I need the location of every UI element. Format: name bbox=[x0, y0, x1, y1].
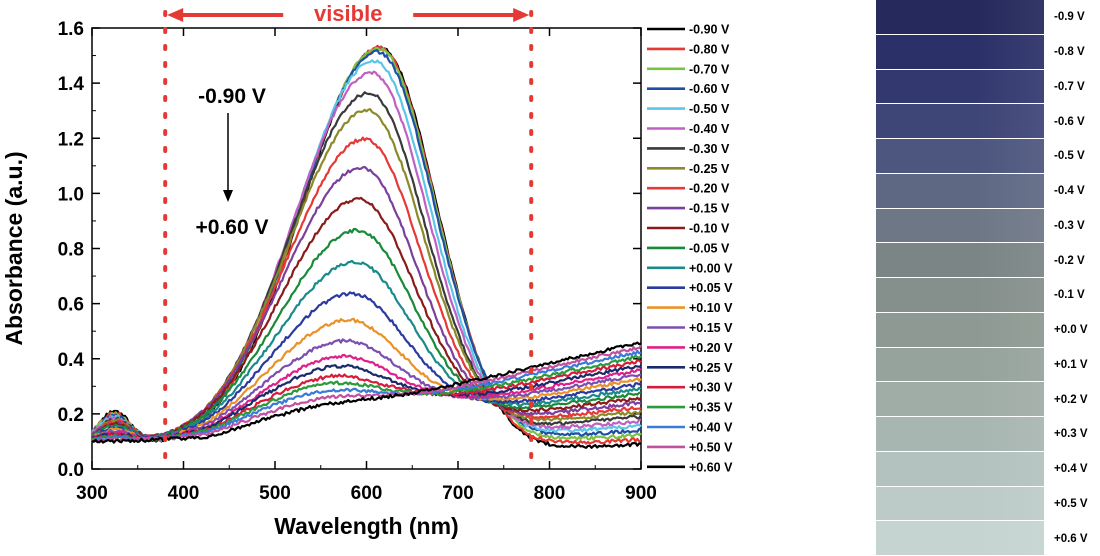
x-tick-label: 300 bbox=[76, 483, 108, 504]
legend-entry: -0.25 V bbox=[689, 162, 730, 176]
swatch-label: -0.8 V bbox=[1054, 46, 1085, 59]
color-swatch bbox=[876, 486, 1044, 522]
color-swatch bbox=[876, 451, 1044, 487]
annotation-start: -0.90 V bbox=[198, 85, 266, 108]
swatch-label: +0.3 V bbox=[1054, 428, 1088, 441]
y-tick-label: 1.2 bbox=[58, 129, 84, 150]
visible-label: visible bbox=[314, 1, 382, 26]
series-line bbox=[91, 349, 642, 442]
x-tick-label: 600 bbox=[351, 483, 383, 504]
y-tick-label: 1.0 bbox=[58, 184, 84, 205]
swatch-label: +0.2 V bbox=[1054, 393, 1088, 406]
legend-entry: -0.80 V bbox=[689, 42, 730, 56]
swatch-label: +0.5 V bbox=[1054, 497, 1088, 510]
legend-entry: -0.90 V bbox=[689, 23, 730, 37]
legend-entry: +0.10 V bbox=[689, 301, 733, 315]
series-line bbox=[91, 227, 642, 440]
color-swatch bbox=[876, 382, 1044, 417]
color-swatch bbox=[876, 69, 1044, 105]
swatch-label: -0.1 V bbox=[1054, 289, 1085, 302]
swatch-label: -0.5 V bbox=[1054, 150, 1085, 163]
series-line bbox=[91, 344, 642, 443]
legend-entry: +0.15 V bbox=[689, 321, 733, 335]
legend-entry: +0.20 V bbox=[689, 341, 733, 355]
swatch-label: -0.6 V bbox=[1054, 115, 1085, 128]
series-line bbox=[91, 45, 642, 449]
swatch-label: -0.9 V bbox=[1054, 11, 1085, 24]
visible-arrowhead-left bbox=[167, 8, 184, 22]
y-tick-label: 1.4 bbox=[58, 74, 85, 95]
swatch-label: -0.2 V bbox=[1054, 254, 1085, 267]
swatch-label: -0.7 V bbox=[1054, 80, 1085, 93]
series-line bbox=[91, 338, 642, 441]
color-swatch bbox=[876, 417, 1044, 452]
x-tick-label: 800 bbox=[534, 483, 566, 504]
x-axis-title: Wavelength (nm) bbox=[274, 513, 458, 539]
visible-arrowhead-right bbox=[513, 8, 530, 22]
color-swatch bbox=[876, 347, 1044, 383]
legend-entry: -0.20 V bbox=[689, 182, 730, 196]
y-tick-label: 0.4 bbox=[58, 350, 85, 371]
legend-entry: +0.50 V bbox=[689, 440, 733, 454]
legend-entry: +0.35 V bbox=[689, 401, 733, 415]
swatch-label: +0.4 V bbox=[1054, 463, 1088, 476]
y-tick-label: 0.6 bbox=[58, 295, 84, 316]
legend-entry: +0.05 V bbox=[689, 281, 733, 295]
color-swatch bbox=[876, 243, 1044, 278]
swatch-label: +0.6 V bbox=[1054, 532, 1088, 545]
color-swatch-panel: -0.9 V -0.8 V -0.7 V -0.6 V -0.5 V -0.4 V -0.3… bbox=[876, 0, 1100, 556]
color-swatch bbox=[876, 521, 1044, 556]
color-swatch bbox=[876, 312, 1044, 348]
legend-entry: -0.70 V bbox=[689, 62, 730, 76]
annotation-end: +0.60 V bbox=[196, 216, 269, 239]
annotation-arrowhead bbox=[223, 190, 233, 202]
color-swatch bbox=[876, 139, 1044, 174]
legend-entry: -0.60 V bbox=[689, 82, 730, 96]
legend-entry: -0.30 V bbox=[689, 142, 730, 156]
absorbance-chart: 300 400 500 600 700 800 900 0.0 0.2 0.4 0.6 0.8 1.0 1… bbox=[1, 1, 733, 539]
legend-entry: +0.30 V bbox=[689, 381, 733, 395]
legend-entry: -0.10 V bbox=[689, 222, 730, 236]
series-line bbox=[91, 341, 642, 444]
color-swatch bbox=[876, 104, 1044, 139]
swatch-label: +0.0 V bbox=[1054, 324, 1088, 337]
y-axis-title: Absorbance (a.u.) bbox=[1, 151, 27, 345]
x-tick-label: 700 bbox=[442, 483, 474, 504]
y-tick-label: 0.8 bbox=[58, 240, 84, 261]
x-tick-label: 500 bbox=[259, 483, 291, 504]
x-tick-label: 400 bbox=[168, 483, 200, 504]
y-tick-label: 0.2 bbox=[58, 405, 84, 426]
swatch-label: -0.4 V bbox=[1054, 185, 1085, 198]
legend-entry: -0.15 V bbox=[689, 202, 730, 216]
legend-entry: +0.00 V bbox=[689, 261, 733, 275]
x-tick-label: 900 bbox=[625, 483, 657, 504]
color-swatch bbox=[876, 34, 1044, 70]
swatch-label: -0.3 V bbox=[1054, 219, 1085, 232]
legend-entry: +0.40 V bbox=[689, 421, 733, 435]
legend-entry: +0.25 V bbox=[689, 361, 733, 375]
y-tick-label: 0.0 bbox=[58, 460, 84, 481]
color-swatch bbox=[876, 278, 1044, 313]
color-swatch bbox=[876, 208, 1044, 244]
series-line bbox=[91, 317, 642, 440]
color-swatch bbox=[876, 173, 1044, 209]
series-line bbox=[91, 291, 642, 441]
legend-entry: +0.60 V bbox=[689, 460, 733, 474]
color-swatch bbox=[876, 0, 1044, 35]
series-line bbox=[91, 165, 642, 438]
y-tick-label: 1.6 bbox=[58, 19, 84, 40]
series-line bbox=[91, 70, 641, 440]
legend-entry: -0.50 V bbox=[689, 102, 730, 116]
legend-entry: -0.05 V bbox=[689, 241, 730, 255]
legend-entry: -0.40 V bbox=[689, 122, 730, 136]
swatch-label: +0.1 V bbox=[1054, 358, 1088, 371]
